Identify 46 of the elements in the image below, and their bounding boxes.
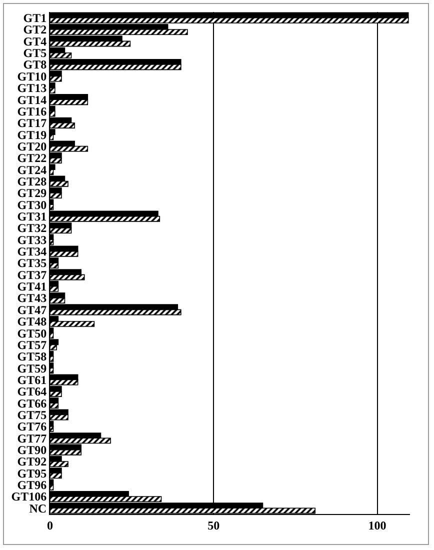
y-tick-label: GT57 bbox=[17, 338, 47, 352]
y-tick-label: GT22 bbox=[17, 151, 47, 166]
y-tick-label: GT13 bbox=[17, 81, 47, 96]
y-tick-label: GT96 bbox=[17, 478, 47, 492]
y-tick-label: GT106 bbox=[11, 490, 47, 504]
y-tick-label: GT5 bbox=[23, 46, 47, 60]
y-tick-label: GT2 bbox=[23, 22, 47, 37]
x-tick-label: 100 bbox=[368, 518, 386, 532]
y-tick-label: GT41 bbox=[17, 280, 47, 294]
y-tick-label: GT48 bbox=[17, 314, 47, 329]
y-tick-label: GT4 bbox=[23, 34, 47, 48]
y-tick-label: GT77 bbox=[17, 431, 47, 446]
y-tick-label: GT8 bbox=[23, 58, 47, 72]
y-tick-label: GT75 bbox=[17, 408, 47, 422]
y-tick-label: GT95 bbox=[17, 466, 47, 480]
y-tick-label: GT24 bbox=[17, 162, 47, 177]
y-tick-label: GT30 bbox=[17, 198, 47, 212]
y-tick-label: GT47 bbox=[17, 302, 47, 317]
y-tick-label: GT31 bbox=[17, 210, 47, 224]
y-tick-label: GT43 bbox=[17, 291, 47, 306]
y-tick-label: GT10 bbox=[17, 69, 47, 84]
y-tick-label: GT76 bbox=[17, 420, 47, 434]
y-tick-label: GT17 bbox=[17, 116, 47, 130]
y-tick-label: GT59 bbox=[17, 361, 47, 376]
y-tick-label: GT66 bbox=[17, 396, 47, 410]
y-tick-label: GT16 bbox=[17, 104, 47, 118]
y-tick-label: GT19 bbox=[17, 128, 47, 142]
y-tick-label: GT50 bbox=[17, 326, 47, 340]
y-tick-label: GT61 bbox=[17, 372, 47, 387]
x-tick-label: 50 bbox=[208, 518, 220, 532]
y-tick-label: GT64 bbox=[17, 384, 47, 399]
y-tick-label: NC bbox=[29, 501, 47, 516]
y-tick-label: GT32 bbox=[17, 221, 47, 236]
y-tick-label: GT33 bbox=[17, 232, 47, 247]
y-tick-label: GT29 bbox=[17, 186, 47, 200]
y-tick-label: GT20 bbox=[17, 139, 47, 154]
y-tick-label: GT1 bbox=[23, 11, 47, 26]
y-tick-label: GT90 bbox=[17, 442, 47, 457]
y-tick-label: GT92 bbox=[17, 454, 47, 469]
x-tick-label: 0 bbox=[47, 518, 53, 532]
y-tick-label: GT14 bbox=[17, 92, 47, 107]
y-tick-label: GT37 bbox=[17, 268, 47, 282]
y-tick-label: GT35 bbox=[17, 256, 47, 270]
y-tick-label: GT34 bbox=[17, 244, 47, 259]
y-tick-label: GT58 bbox=[17, 350, 47, 364]
y-tick-label: GT28 bbox=[17, 174, 47, 188]
